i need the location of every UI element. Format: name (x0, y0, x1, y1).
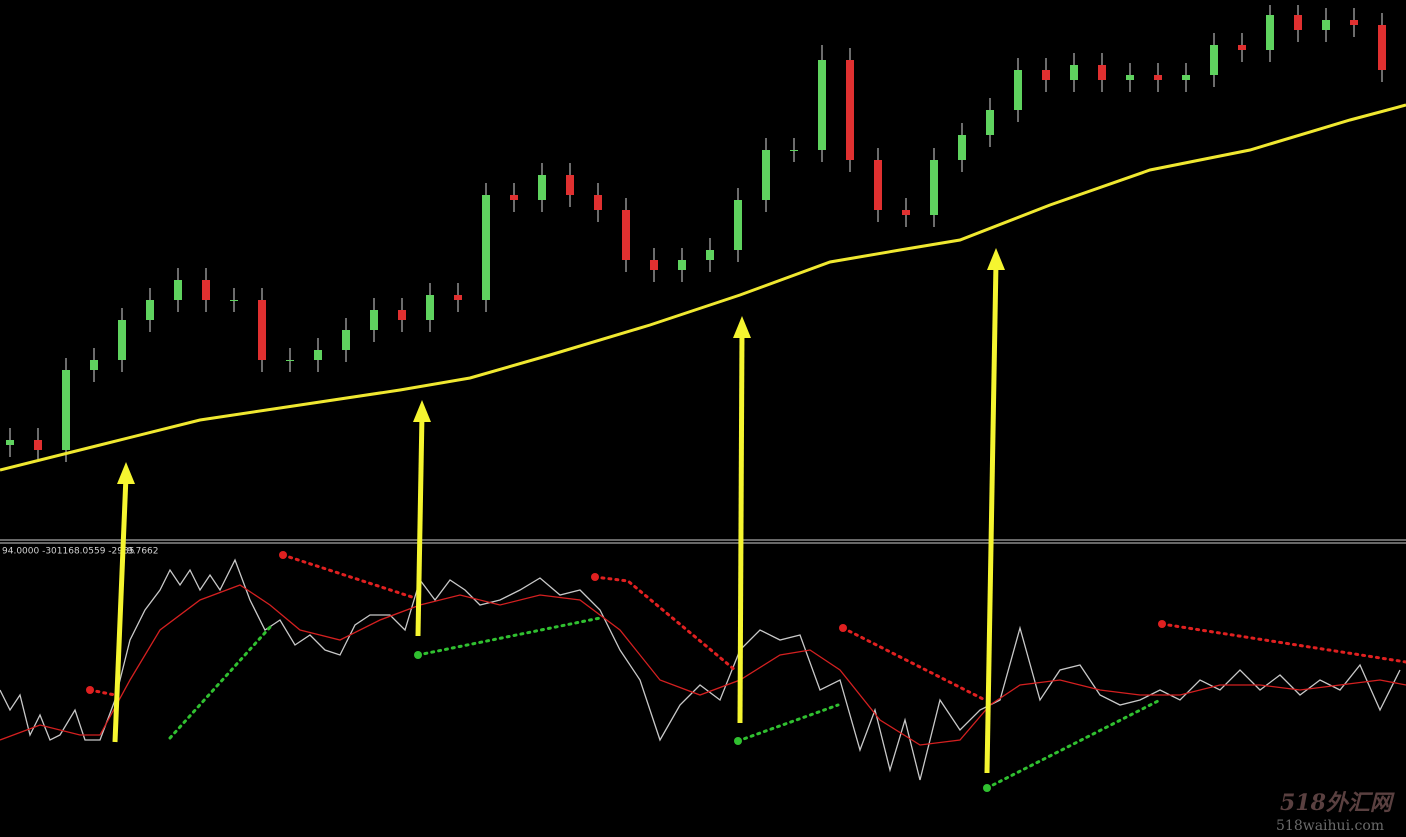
candle-body (958, 135, 966, 160)
candle-body (286, 360, 294, 361)
trend-dot (983, 784, 991, 792)
candle-body (1014, 70, 1022, 110)
candle-body (258, 300, 266, 360)
trend-dot (734, 737, 742, 745)
candle-body (1238, 45, 1246, 50)
candle-body (370, 310, 378, 330)
candle-body (874, 160, 882, 210)
trend-line (841, 626, 987, 702)
candle-body (1042, 70, 1050, 80)
arrow-head (733, 316, 751, 338)
candle-body (314, 350, 322, 360)
arrow (984, 261, 999, 774)
candle-body (678, 260, 686, 270)
trend-line (985, 698, 1162, 790)
candle-body (790, 150, 798, 151)
candle-body (566, 175, 574, 195)
trend-line (168, 623, 274, 740)
candle-body (426, 295, 434, 320)
candle-body (1098, 65, 1106, 80)
trend-dot (1158, 620, 1166, 628)
candle-body (762, 150, 770, 200)
candle-body (930, 160, 938, 215)
candle-body (622, 210, 630, 260)
candle-body (6, 440, 14, 445)
candle-body (454, 295, 462, 300)
candle-body (846, 60, 854, 160)
candle-body (818, 60, 826, 150)
arrow-head (987, 248, 1005, 270)
trend-dot (839, 624, 847, 632)
candle-body (482, 195, 490, 300)
candle-body (1126, 75, 1134, 80)
arrow-head (413, 400, 431, 422)
candle-body (1266, 15, 1274, 50)
arrow (737, 329, 745, 724)
watermark: 518外汇网 (1280, 790, 1395, 816)
trend-dot (414, 651, 422, 659)
candle-body (34, 440, 42, 450)
candle-body (342, 330, 350, 350)
annotations (86, 551, 1406, 792)
candle-body (594, 195, 602, 210)
trend-line (416, 616, 602, 657)
candle-body (650, 260, 658, 270)
trend-dot (279, 551, 287, 559)
candle-body (1070, 65, 1078, 80)
arrow-head (117, 462, 135, 484)
candle-body (118, 320, 126, 360)
trend-line (1160, 622, 1406, 664)
candle-body (510, 195, 518, 200)
arrows (112, 248, 1005, 774)
candle-body (62, 370, 70, 450)
candle-body (398, 310, 406, 320)
indicator-line (0, 558, 1401, 781)
candle-body (1154, 75, 1162, 80)
candle-body (90, 360, 98, 370)
indicator-header: 94.0000 -301168.0559 -2985 (2, 547, 134, 557)
indicator-line (0, 584, 1406, 746)
plot-area (0, 5, 1406, 781)
candle-body (230, 300, 238, 301)
candle-body (734, 200, 742, 250)
trend-dot (591, 573, 599, 581)
candle-body (986, 110, 994, 135)
trend-dot (86, 686, 94, 694)
candle-body (706, 250, 714, 260)
trend-line (281, 553, 417, 600)
watermark: 518waihui.com (1276, 818, 1384, 834)
candle-body (1294, 15, 1302, 30)
indicator-line (0, 103, 1406, 472)
arrow (415, 413, 425, 637)
candle-body (902, 210, 910, 215)
trend-line (593, 575, 737, 672)
candle-body (538, 175, 546, 200)
candle-body (146, 300, 154, 320)
arrow (112, 475, 129, 743)
candle-body (1378, 25, 1386, 70)
candle-body (1322, 20, 1330, 30)
candle-body (1210, 45, 1218, 75)
trend-line (88, 688, 117, 697)
indicator-header: 9.7662 (127, 547, 159, 557)
candle-body (202, 280, 210, 300)
candle-body (1350, 20, 1358, 25)
candle-body (1182, 75, 1190, 80)
candle-body (174, 280, 182, 300)
